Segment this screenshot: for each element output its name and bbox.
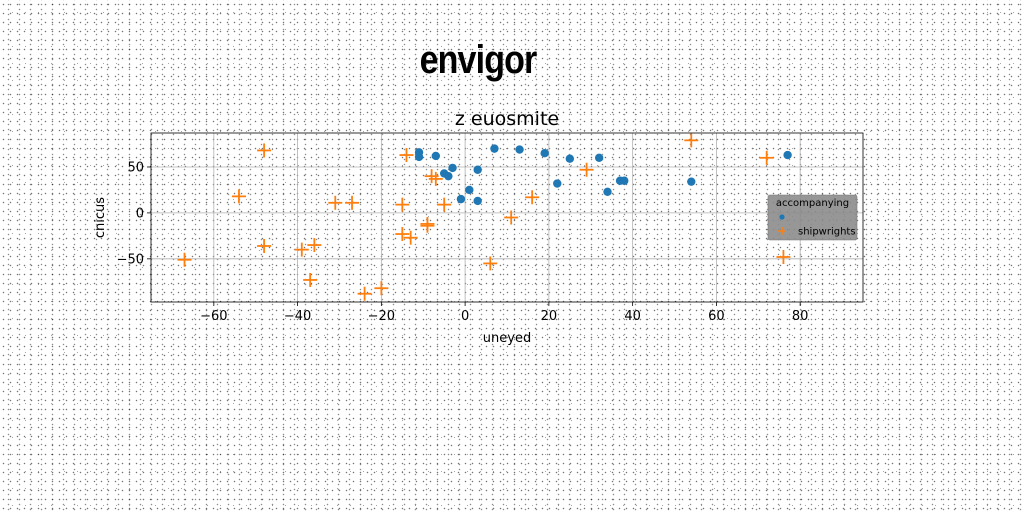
y-tick-label: 50 [127, 160, 144, 175]
data-point-plus [345, 195, 360, 210]
data-point-circle [414, 152, 424, 162]
data-point-circle [603, 187, 612, 196]
data-point-plus [303, 272, 318, 287]
data-point-plus [257, 238, 272, 253]
data-point-circle [473, 165, 482, 174]
data-point-circle [540, 149, 549, 158]
data-point-circle [473, 196, 482, 206]
x-tick-label: −20 [368, 309, 395, 324]
data-point-circle [594, 153, 604, 162]
data-point-circle [456, 194, 466, 204]
data-point-plus [483, 256, 498, 271]
data-point-plus [231, 189, 246, 204]
data-point-plus [437, 197, 452, 212]
data-point-circle [553, 179, 562, 188]
data-point-plus [374, 281, 389, 296]
page-title: envigor [419, 38, 538, 82]
data-point-circle [687, 177, 696, 186]
data-point-plus [428, 171, 443, 186]
data-point-plus [420, 218, 435, 233]
data-point-circle [515, 145, 524, 154]
chart-title: z euosmite [455, 108, 559, 130]
legend: accompanying shipwrights [767, 194, 858, 241]
data-point-plus [294, 242, 309, 257]
data-point-plus [307, 238, 322, 253]
legend-entry-label: shipwrights [798, 227, 856, 238]
x-tick-label: 20 [541, 309, 558, 324]
data-point-plus [399, 148, 414, 163]
data-point-circle [465, 185, 474, 195]
data-point-plus [357, 286, 372, 301]
data-point-plus [579, 162, 594, 177]
plot-area-frame [150, 132, 864, 303]
x-tick-label: −40 [284, 309, 311, 324]
data-points [177, 133, 792, 301]
grid-lines [151, 133, 863, 302]
data-point-plus [395, 227, 410, 242]
data-point-plus [776, 249, 791, 264]
data-point-plus [395, 197, 410, 212]
data-point-plus [525, 190, 540, 205]
data-point-circle [565, 154, 575, 163]
data-point-plus [684, 133, 699, 148]
data-point-plus [403, 230, 418, 245]
data-point-plus [257, 143, 272, 158]
data-point-plus [328, 195, 343, 210]
legend-title: accompanying [776, 198, 849, 209]
x-tick-label: −60 [200, 309, 227, 324]
axis-ticks: −60 −40 −20 0 20 40 60 80 −50 0 50 [117, 160, 809, 324]
data-point-plus [759, 150, 774, 165]
y-axis-label: cnicus [93, 197, 108, 238]
x-tick-label: 40 [624, 309, 641, 324]
legend-marker-plus [778, 227, 786, 235]
x-axis-label: uneyed [483, 331, 531, 346]
y-tick-label: 0 [136, 206, 144, 221]
data-point-circle [448, 163, 457, 173]
y-tick-label: −50 [117, 252, 144, 267]
data-point-circle [431, 151, 440, 161]
data-point-circle [490, 144, 499, 153]
legend-marker-circle [779, 214, 785, 220]
data-point-plus [504, 210, 519, 225]
x-tick-label: 0 [461, 309, 469, 324]
data-point-circle [444, 171, 453, 181]
data-point-plus [177, 252, 192, 267]
data-point-circle [783, 150, 792, 160]
x-tick-label: 60 [708, 309, 725, 324]
x-tick-label: 80 [792, 309, 809, 324]
legend-box [767, 194, 858, 241]
data-point-circle [620, 176, 629, 185]
